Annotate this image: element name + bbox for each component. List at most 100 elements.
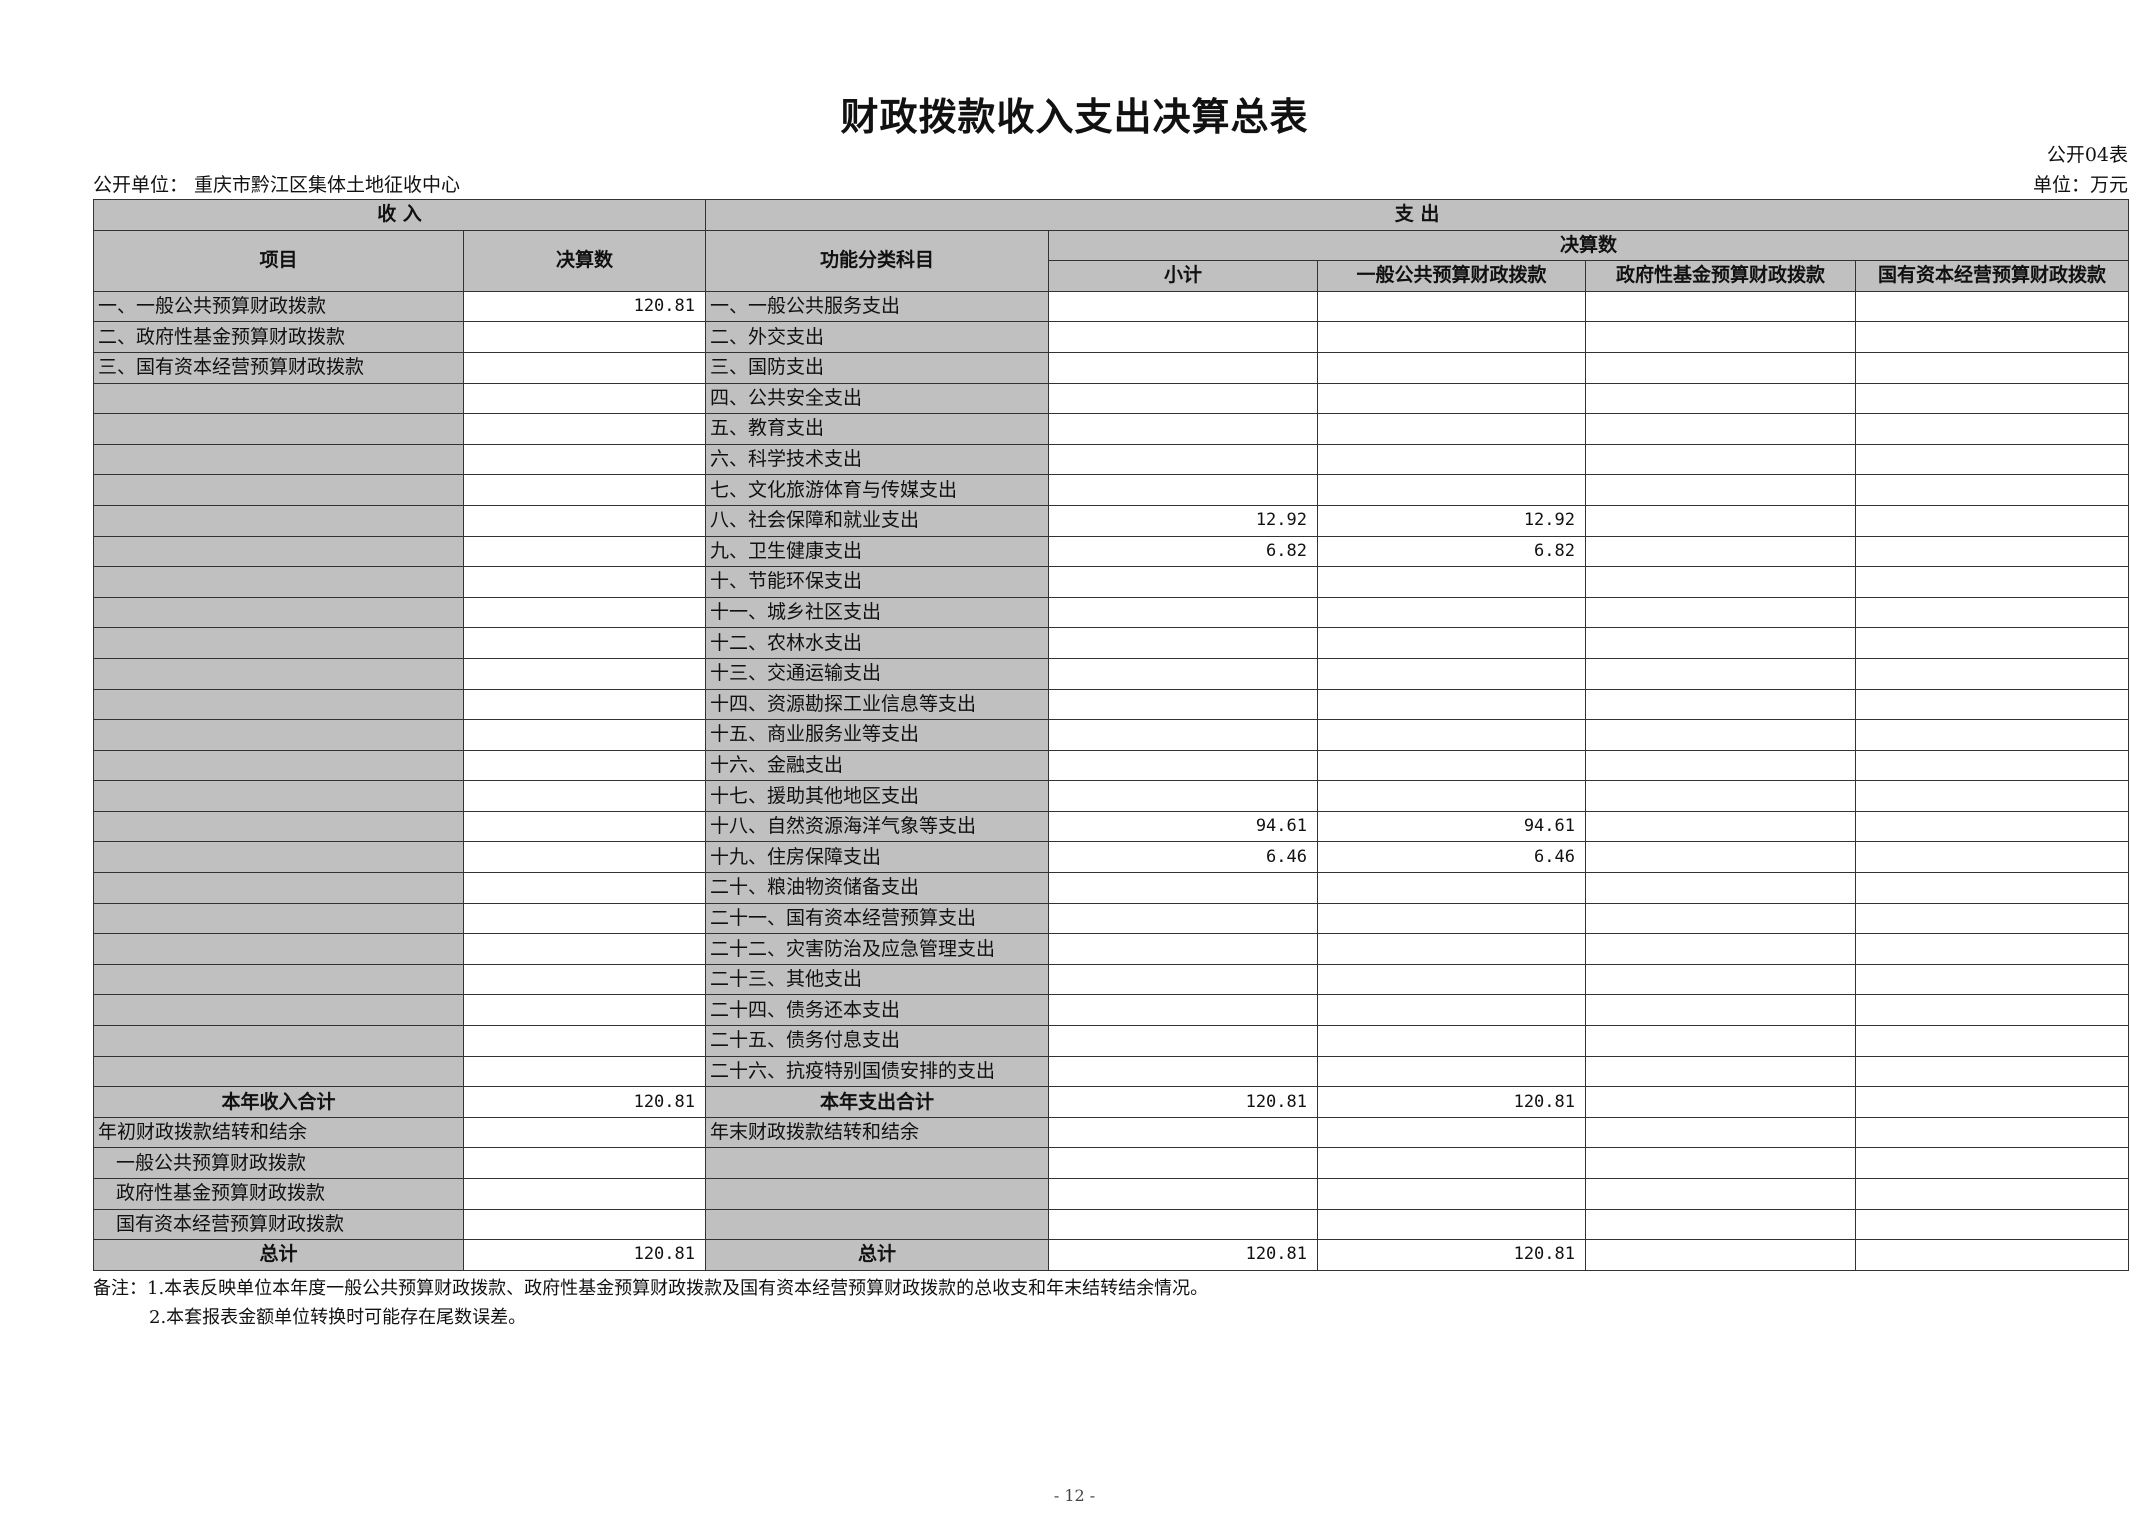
function-item: 四、公共安全支出 bbox=[705, 382, 1049, 415]
income-item bbox=[93, 657, 464, 690]
fund-cell bbox=[1585, 1055, 1856, 1088]
state-cell bbox=[1854, 1178, 2130, 1210]
subtotal-cell bbox=[1048, 474, 1318, 506]
function-item bbox=[705, 1208, 1049, 1241]
table-row: 四、公共安全支出 bbox=[93, 382, 2130, 415]
state-cell bbox=[1854, 443, 2130, 476]
fund-cell bbox=[1585, 290, 1856, 323]
general-cell bbox=[1317, 749, 1586, 782]
fund-cell bbox=[1585, 749, 1856, 782]
notes: 备注：1.本表反映单位本年度一般公共预算财政拨款、政府性基金预算财政拨款及国有资… bbox=[93, 1274, 1208, 1332]
state-cell bbox=[1854, 474, 2130, 506]
general-cell bbox=[1317, 1208, 1586, 1241]
income-amount bbox=[463, 810, 706, 843]
state-cell bbox=[1854, 504, 2130, 537]
function-item: 十、节能环保支出 bbox=[705, 566, 1049, 598]
fund-cell bbox=[1585, 810, 1856, 843]
settle-header: 决算数 bbox=[1047, 229, 2130, 262]
income-amount bbox=[463, 321, 706, 353]
fund-cell bbox=[1585, 382, 1856, 415]
income-item: 二、政府性基金预算财政拨款 bbox=[93, 321, 464, 353]
income-item: 年初财政拨款结转和结余 bbox=[93, 1116, 464, 1149]
subtotal-cell bbox=[1048, 749, 1318, 782]
subtotal-cell bbox=[1048, 351, 1318, 384]
subtotal-header: 小计 bbox=[1048, 260, 1318, 292]
fund-cell bbox=[1585, 719, 1856, 751]
table-row: 二十二、灾害防治及应急管理支出 bbox=[93, 933, 2130, 965]
income-item bbox=[93, 566, 464, 598]
general-cell bbox=[1317, 1147, 1586, 1179]
income-amount bbox=[463, 902, 706, 935]
income-amount bbox=[463, 351, 706, 384]
function-item: 八、社会保障和就业支出 bbox=[705, 504, 1049, 537]
subtotal-cell bbox=[1048, 933, 1318, 965]
fund-cell bbox=[1585, 351, 1856, 384]
subtotal-cell bbox=[1048, 902, 1318, 935]
income-header: 收 入 bbox=[93, 199, 706, 231]
function-item: 九、卫生健康支出 bbox=[705, 535, 1049, 568]
general-cell: 120.81 bbox=[1317, 1086, 1586, 1118]
income-item: 一、一般公共预算财政拨款 bbox=[93, 290, 464, 323]
fund-cell bbox=[1585, 963, 1856, 996]
subtotal-cell bbox=[1048, 321, 1318, 353]
function-item: 本年支出合计 bbox=[705, 1086, 1049, 1118]
income-amount bbox=[463, 566, 706, 598]
general-cell bbox=[1317, 351, 1586, 384]
table-row: 二十、粮油物资储备支出 bbox=[93, 872, 2130, 904]
state-cell bbox=[1854, 1055, 2130, 1088]
income-item bbox=[93, 902, 464, 935]
table-row: 十七、援助其他地区支出 bbox=[93, 780, 2130, 812]
fund-cell bbox=[1585, 627, 1856, 659]
general-cell bbox=[1317, 1025, 1586, 1057]
fund-cell bbox=[1585, 902, 1856, 935]
general-cell bbox=[1317, 1178, 1586, 1210]
income-item bbox=[93, 688, 464, 721]
income-item bbox=[93, 841, 464, 874]
fund-cell bbox=[1585, 566, 1856, 598]
fund-cell bbox=[1585, 321, 1856, 353]
income-amount bbox=[463, 1208, 706, 1241]
state-cell bbox=[1854, 1239, 2130, 1271]
income-item: 国有资本经营预算财政拨款 bbox=[93, 1208, 464, 1241]
table-row: 五、教育支出 bbox=[93, 413, 2130, 445]
page-number: - 12 - bbox=[1053, 1486, 1096, 1505]
general-cell bbox=[1317, 657, 1586, 690]
general-cell bbox=[1317, 321, 1586, 353]
function-item: 二十四、债务还本支出 bbox=[705, 994, 1049, 1027]
fund-cell bbox=[1585, 1178, 1856, 1210]
function-item: 十五、商业服务业等支出 bbox=[705, 719, 1049, 751]
table-row: 二十三、其他支出 bbox=[93, 963, 2130, 996]
table-row: 八、社会保障和就业支出 12.92 12.92 bbox=[93, 504, 2130, 537]
page-title: 财政拨款收入支出决算总表 bbox=[840, 94, 1309, 139]
subtotal-cell bbox=[1048, 1116, 1318, 1149]
income-item bbox=[93, 443, 464, 476]
state-cell bbox=[1854, 290, 2130, 323]
income-item: 政府性基金预算财政拨款 bbox=[93, 1178, 464, 1210]
general-cell bbox=[1317, 290, 1586, 323]
function-item: 十三、交通运输支出 bbox=[705, 657, 1049, 690]
table-row: 总计 120.81 总计 120.81 120.81 bbox=[93, 1239, 2130, 1271]
general-cell bbox=[1317, 566, 1586, 598]
subtotal-cell bbox=[1048, 627, 1318, 659]
income-amount bbox=[463, 1178, 706, 1210]
function-header: 功能分类科目 bbox=[705, 229, 1049, 292]
finance-summary-table: 收 入 支 出 项目 决算数 功能分类科目 决算数 小计 一般公共预算财政拨款 … bbox=[93, 199, 2130, 1271]
income-amount bbox=[463, 1025, 706, 1057]
income-amount bbox=[463, 1055, 706, 1088]
table-row: 十四、资源勘探工业信息等支出 bbox=[93, 688, 2130, 721]
table-row: 十五、商业服务业等支出 bbox=[93, 719, 2130, 751]
subtotal-cell bbox=[1048, 688, 1318, 721]
subtotal-cell: 12.92 bbox=[1048, 504, 1318, 537]
state-cell bbox=[1854, 1208, 2130, 1241]
general-cell: 120.81 bbox=[1317, 1239, 1586, 1271]
income-item bbox=[93, 1055, 464, 1088]
general-cell bbox=[1317, 1055, 1586, 1088]
function-item: 二、外交支出 bbox=[705, 321, 1049, 353]
income-amount bbox=[463, 596, 706, 629]
function-item: 十九、住房保障支出 bbox=[705, 841, 1049, 874]
subtotal-cell bbox=[1048, 1055, 1318, 1088]
income-item bbox=[93, 382, 464, 415]
table-row: 年初财政拨款结转和结余 年末财政拨款结转和结余 bbox=[93, 1116, 2130, 1149]
function-item: 十六、金融支出 bbox=[705, 749, 1049, 782]
function-item: 二十二、灾害防治及应急管理支出 bbox=[705, 933, 1049, 965]
